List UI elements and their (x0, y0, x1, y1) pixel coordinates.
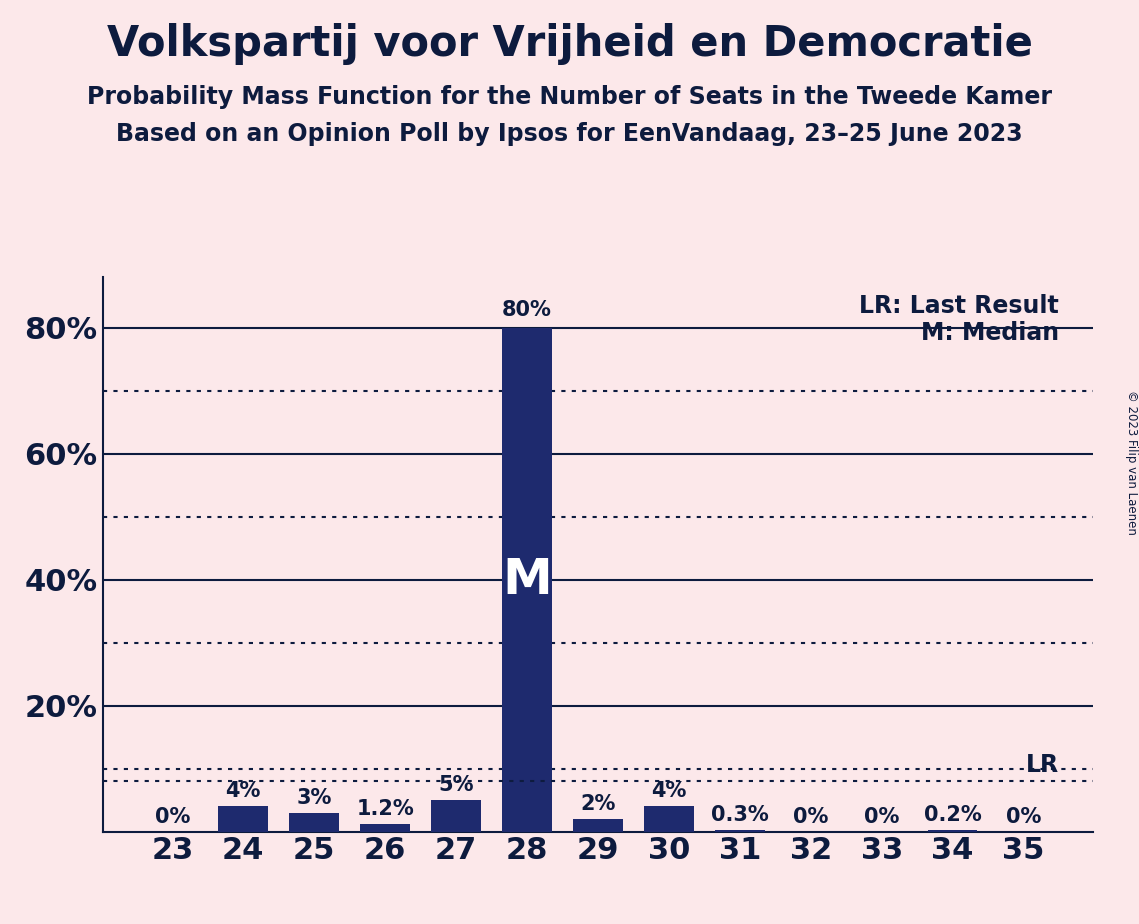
Text: 4%: 4% (652, 782, 687, 801)
Text: M: Median: M: Median (921, 322, 1059, 346)
Text: 0.3%: 0.3% (711, 805, 769, 824)
Text: Based on an Opinion Poll by Ipsos for EenVandaag, 23–25 June 2023: Based on an Opinion Poll by Ipsos for Ee… (116, 122, 1023, 146)
Text: 0%: 0% (155, 807, 190, 827)
Bar (715, 830, 764, 832)
Text: 2%: 2% (580, 794, 616, 814)
Text: 5%: 5% (439, 775, 474, 795)
Bar (928, 831, 977, 832)
Text: © 2023 Filip van Laenen: © 2023 Filip van Laenen (1124, 390, 1138, 534)
Bar (289, 813, 339, 832)
Text: M: M (502, 555, 552, 603)
Text: 0%: 0% (865, 807, 900, 827)
Text: 1.2%: 1.2% (357, 799, 415, 819)
Text: Probability Mass Function for the Number of Seats in the Tweede Kamer: Probability Mass Function for the Number… (87, 85, 1052, 109)
Text: 80%: 80% (502, 300, 552, 320)
Text: 0.2%: 0.2% (924, 806, 982, 825)
Text: Volkspartij voor Vrijheid en Democratie: Volkspartij voor Vrijheid en Democratie (107, 23, 1032, 65)
Text: 4%: 4% (226, 782, 261, 801)
Text: LR: LR (1026, 753, 1059, 777)
Bar (573, 819, 623, 832)
Bar (644, 807, 694, 832)
Text: 3%: 3% (296, 787, 331, 808)
Bar (432, 800, 481, 832)
Bar (219, 807, 268, 832)
Bar (502, 328, 552, 832)
Text: 0%: 0% (1006, 807, 1041, 827)
Bar (360, 824, 410, 832)
Text: LR: Last Result: LR: Last Result (859, 294, 1059, 318)
Text: 0%: 0% (793, 807, 828, 827)
